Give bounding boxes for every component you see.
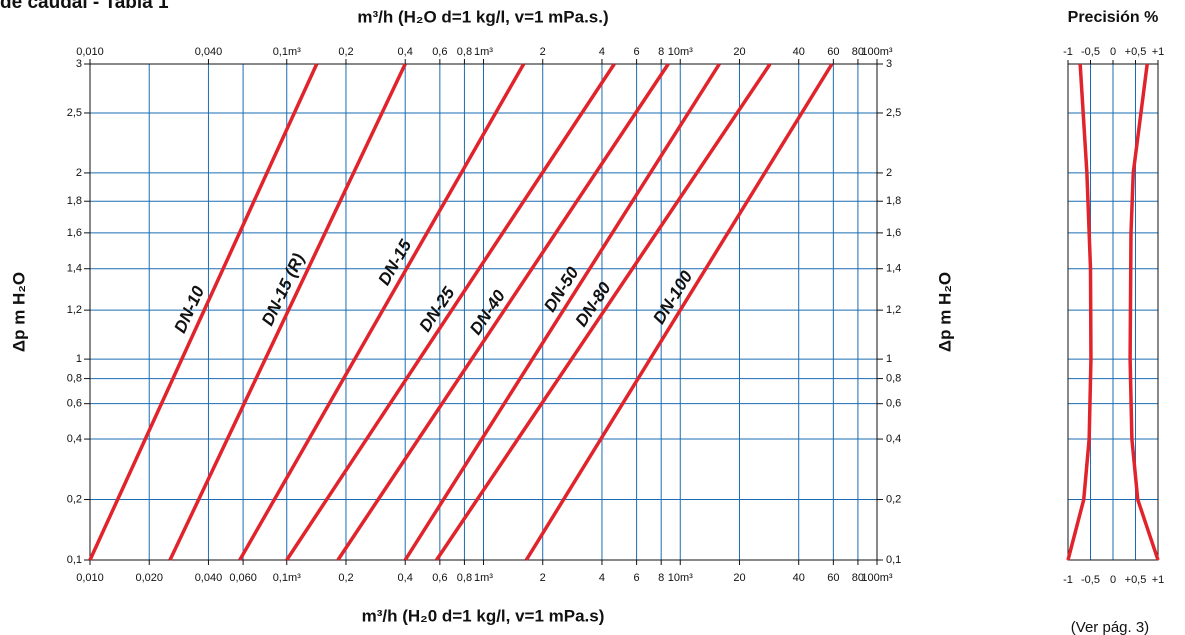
x-tick-label: -0,5 xyxy=(1081,574,1100,586)
note: (Ver pág. 3) xyxy=(1071,619,1149,635)
y-tick-label-right: 2 xyxy=(886,167,892,179)
x-tick-label: 0,1m³ xyxy=(273,572,301,584)
x2-tick-label: 0,8 xyxy=(457,46,472,58)
x-tick-label: 0,020 xyxy=(135,572,163,584)
x-tick-label: 0,040 xyxy=(195,572,223,584)
y-tick-label-right: 1,2 xyxy=(886,304,901,316)
x2-tick-label: 1m³ xyxy=(474,46,493,58)
x2-tick-label: 80 xyxy=(852,46,864,58)
x2-tick-label: 0,1m³ xyxy=(273,46,301,58)
curve xyxy=(524,63,834,561)
y-tick-label-right: 0,6 xyxy=(886,398,901,410)
y-tick-label-right: 1 xyxy=(886,353,892,365)
x2-tick-label: 60 xyxy=(827,46,839,58)
y-tick-label: 1 xyxy=(76,353,82,365)
x-tick-label: 0 xyxy=(1110,574,1116,586)
x-tick-label: 20 xyxy=(733,572,745,584)
y-tick-label-right: 3 xyxy=(886,58,892,70)
curve xyxy=(285,63,616,561)
y-tick-label: 1,6 xyxy=(67,227,82,239)
curve xyxy=(336,63,670,561)
y-tick-label: 3 xyxy=(76,58,82,70)
x-tick-label: 80 xyxy=(852,572,864,584)
x2-tick-label: 0,6 xyxy=(432,46,447,58)
curve xyxy=(435,63,772,561)
x2-tick-label: 0,040 xyxy=(195,46,223,58)
y-tick-label: 0,6 xyxy=(67,398,82,410)
y-tick-label: 1,4 xyxy=(67,263,82,275)
x2-tick-label: 40 xyxy=(793,46,805,58)
x2-tick-label: 20 xyxy=(733,46,745,58)
x-tick-label-top: +1 xyxy=(1152,46,1165,58)
y-axis-title-right: Δp m H₂O xyxy=(935,272,954,352)
curve xyxy=(88,63,319,561)
x-tick-label: 0,4 xyxy=(398,572,413,584)
y-tick-label-right: 1,6 xyxy=(886,227,901,239)
y-tick-label-right: 0,1 xyxy=(886,554,901,566)
y-tick-label: 1,8 xyxy=(67,195,82,207)
x-tick-label-top: -0,5 xyxy=(1081,46,1100,58)
x-axis-title-top: m³/h (H₂O d=1 kg/l, v=1 mPa.s.) xyxy=(357,7,608,26)
y-tick-label: 0,4 xyxy=(67,433,82,445)
x-tick-label-top: +0,5 xyxy=(1125,46,1147,58)
curve xyxy=(1066,63,1093,561)
panel-frame xyxy=(1067,63,1159,561)
y-tick-label: 2 xyxy=(76,167,82,179)
x2-tick-label: 0,2 xyxy=(338,46,353,58)
x-tick-label: 0,8 xyxy=(457,572,472,584)
x2-tick-label: 0,010 xyxy=(76,46,104,58)
y-tick-label-right: 0,4 xyxy=(886,433,901,445)
x-tick-label: +1 xyxy=(1152,574,1165,586)
y-tick-label: 0,2 xyxy=(67,493,82,505)
x-tick-label: 60 xyxy=(827,572,839,584)
y-tick-label-right: 0,8 xyxy=(886,372,901,384)
x-tick-label-top: -1 xyxy=(1063,46,1073,58)
x2-tick-label: 10m³ xyxy=(668,46,693,58)
x-tick-label: +0,5 xyxy=(1125,574,1147,586)
x-tick-label: 0,060 xyxy=(229,572,257,584)
curve xyxy=(403,63,721,561)
y-tick-label: 1,2 xyxy=(67,304,82,316)
y-tick-label-right: 1,4 xyxy=(886,263,901,275)
x2-tick-label: 4 xyxy=(599,46,605,58)
x2-tick-label: 8 xyxy=(658,46,664,58)
curve xyxy=(168,63,407,561)
x-tick-label: 1m³ xyxy=(474,572,493,584)
curve xyxy=(1128,63,1160,561)
series-label: DN-15 (R) xyxy=(258,250,308,328)
x-tick-label: 6 xyxy=(634,572,640,584)
x-tick-label: 2 xyxy=(540,572,546,584)
y-tick-label-right: 1,8 xyxy=(886,195,901,207)
x-axis-title: m³/h (H₂0 d=1 kg/l, v=1 mPa.s) xyxy=(362,606,605,625)
y-tick-label-right: 0,2 xyxy=(886,493,901,505)
x-tick-label: 0,010 xyxy=(76,572,104,584)
page-title: de caudal - Tabla 1 xyxy=(0,0,169,13)
x-tick-label: 100m³ xyxy=(861,572,893,584)
x-tick-label: -1 xyxy=(1063,574,1073,586)
x-tick-label: 4 xyxy=(599,572,605,584)
x2-tick-label: 2 xyxy=(540,46,546,58)
y-axis-title: Δp m H₂O xyxy=(9,272,28,352)
plot-frame xyxy=(89,63,878,561)
y-tick-label: 2,5 xyxy=(67,107,82,119)
y-tick-label: 0,8 xyxy=(67,372,82,384)
x2-tick-label: 0,4 xyxy=(398,46,413,58)
x-tick-label: 40 xyxy=(793,572,805,584)
curve xyxy=(238,63,526,561)
x-tick-label: 8 xyxy=(658,572,664,584)
x2-tick-label: 100m³ xyxy=(861,46,893,58)
y-tick-label: 0,1 xyxy=(67,554,82,566)
x-tick-label: 0,2 xyxy=(338,572,353,584)
x2-tick-label: 6 xyxy=(634,46,640,58)
x-tick-label-top: 0 xyxy=(1110,46,1116,58)
panel-title: Precisión % xyxy=(1068,9,1159,26)
y-tick-label-right: 2,5 xyxy=(886,107,901,119)
x-tick-label: 10m³ xyxy=(668,572,693,584)
x-tick-label: 0,6 xyxy=(432,572,447,584)
